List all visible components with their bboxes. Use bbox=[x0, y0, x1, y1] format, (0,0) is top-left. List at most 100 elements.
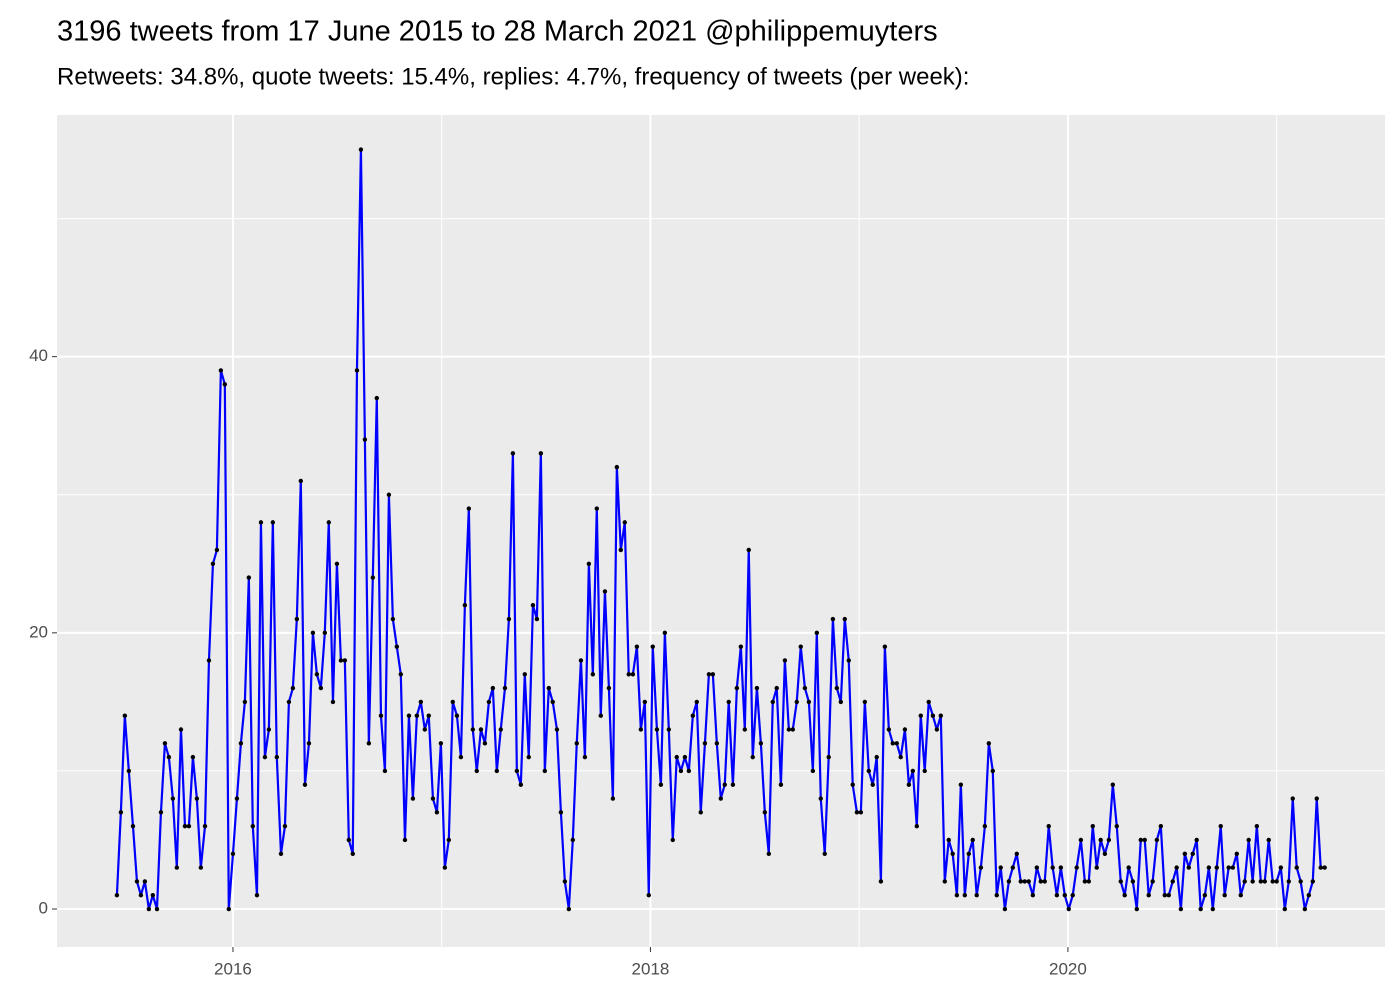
data-point bbox=[418, 699, 424, 705]
data-point bbox=[598, 713, 603, 718]
data-point bbox=[366, 741, 372, 746]
data-point bbox=[1198, 906, 1203, 912]
data-point bbox=[226, 906, 231, 912]
data-point bbox=[470, 727, 476, 732]
data-point bbox=[1250, 879, 1255, 884]
data-point bbox=[1006, 879, 1012, 884]
data-point bbox=[558, 810, 564, 815]
data-point bbox=[1290, 796, 1295, 801]
data-point bbox=[334, 561, 340, 566]
data-point bbox=[358, 147, 364, 152]
data-point bbox=[326, 520, 331, 525]
data-point bbox=[650, 644, 655, 649]
data-point bbox=[1242, 879, 1247, 884]
data-point bbox=[302, 782, 308, 787]
data-point bbox=[414, 713, 420, 718]
data-point bbox=[1202, 893, 1208, 898]
data-point bbox=[530, 603, 536, 608]
data-point bbox=[810, 768, 816, 774]
data-point bbox=[198, 865, 204, 870]
data-point bbox=[594, 506, 600, 511]
data-point bbox=[1314, 796, 1319, 801]
data-point bbox=[150, 893, 156, 898]
y-tick-label: 40 bbox=[29, 346, 48, 365]
data-point bbox=[606, 685, 612, 691]
data-point bbox=[1122, 893, 1127, 898]
data-point bbox=[1022, 879, 1027, 884]
data-point bbox=[322, 630, 328, 636]
data-point bbox=[674, 754, 679, 760]
data-point bbox=[458, 754, 464, 760]
data-point bbox=[666, 727, 672, 732]
data-point bbox=[538, 451, 544, 456]
data-point bbox=[258, 520, 264, 525]
data-point bbox=[918, 713, 923, 718]
data-point bbox=[1138, 837, 1143, 843]
data-point bbox=[494, 768, 500, 774]
data-point bbox=[506, 616, 512, 622]
data-point bbox=[954, 893, 960, 898]
data-point bbox=[1070, 893, 1075, 898]
data-point bbox=[1118, 879, 1123, 884]
data-point bbox=[1158, 823, 1164, 829]
data-point bbox=[146, 906, 152, 912]
data-point bbox=[910, 768, 916, 774]
data-point bbox=[830, 616, 836, 622]
data-point bbox=[742, 727, 747, 732]
data-point bbox=[378, 713, 384, 718]
data-point bbox=[730, 782, 736, 787]
data-point bbox=[754, 685, 760, 691]
data-point bbox=[1150, 879, 1155, 884]
data-point bbox=[990, 768, 995, 774]
data-point bbox=[430, 796, 436, 801]
data-point bbox=[466, 506, 472, 511]
data-point bbox=[242, 699, 248, 705]
data-point bbox=[162, 741, 168, 746]
data-point bbox=[1254, 823, 1260, 829]
data-point bbox=[166, 754, 172, 760]
data-point bbox=[702, 741, 708, 746]
data-point bbox=[1318, 865, 1323, 870]
data-point bbox=[154, 906, 160, 912]
data-point bbox=[682, 754, 688, 760]
data-point bbox=[486, 699, 492, 705]
plot-panel bbox=[57, 115, 1385, 947]
data-point bbox=[1126, 865, 1131, 870]
data-point bbox=[1030, 893, 1036, 898]
data-point bbox=[654, 727, 660, 732]
data-point bbox=[266, 727, 272, 732]
data-point bbox=[170, 796, 176, 801]
data-point bbox=[1042, 879, 1047, 884]
data-point bbox=[998, 865, 1003, 870]
data-point bbox=[822, 851, 827, 856]
data-point bbox=[546, 685, 551, 691]
data-point bbox=[534, 616, 540, 622]
data-point bbox=[630, 672, 636, 677]
data-point bbox=[922, 768, 927, 774]
data-point bbox=[174, 865, 180, 870]
data-point bbox=[694, 699, 699, 705]
data-point bbox=[1210, 906, 1215, 912]
data-point bbox=[626, 672, 631, 677]
data-point bbox=[234, 796, 240, 801]
data-point bbox=[1302, 906, 1308, 912]
data-point bbox=[254, 893, 260, 898]
data-point bbox=[858, 810, 864, 815]
data-point bbox=[610, 796, 616, 801]
data-point bbox=[866, 768, 871, 774]
data-point bbox=[550, 699, 555, 705]
data-point bbox=[806, 699, 812, 705]
data-point bbox=[930, 713, 936, 718]
data-point bbox=[690, 713, 696, 718]
data-point bbox=[474, 768, 479, 774]
data-point bbox=[118, 810, 124, 815]
data-point bbox=[318, 685, 324, 691]
data-point bbox=[590, 672, 596, 677]
data-point bbox=[402, 837, 408, 843]
data-point bbox=[818, 796, 823, 801]
data-point bbox=[1134, 906, 1140, 912]
data-point bbox=[1130, 879, 1136, 884]
data-point bbox=[1294, 865, 1299, 870]
data-point bbox=[894, 741, 899, 746]
